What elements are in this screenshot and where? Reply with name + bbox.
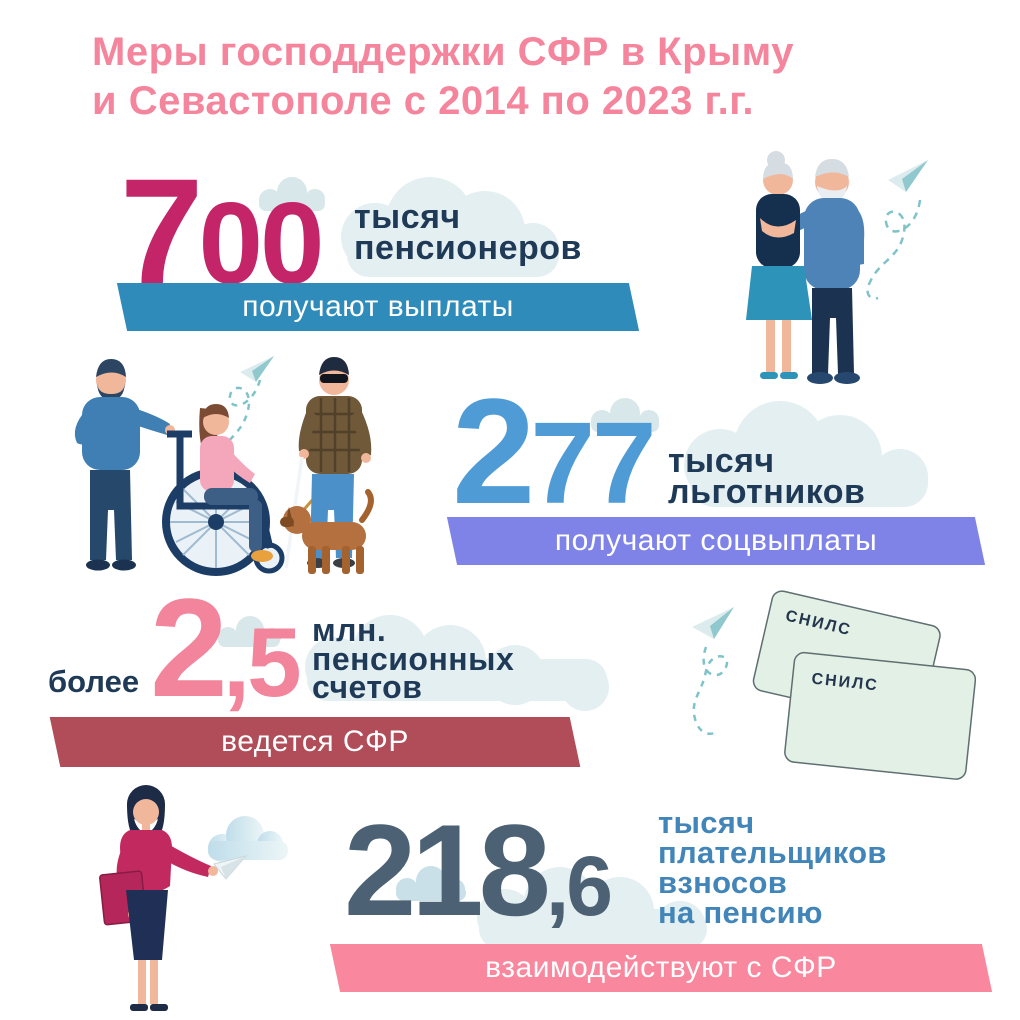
- paper-plane-icon: [213, 855, 248, 880]
- paper-plane-icon: [888, 160, 928, 192]
- businesswoman-illustration: [99, 785, 288, 1011]
- stat-payers-unit: тысяч плательщиков взносов на пенсию: [658, 805, 887, 930]
- stat-pensioners-banner: получают выплаты: [122, 283, 634, 331]
- stat-value-big-digit: 218: [344, 797, 551, 943]
- snils-cards-illustration: СНИЛС СНИЛС: [692, 590, 976, 780]
- paper-plane-icon: [692, 607, 734, 639]
- snils-card-label: СНИЛС: [784, 608, 853, 640]
- folder: [99, 870, 147, 926]
- stat-beneficiaries-value: 2 77: [452, 367, 656, 535]
- stat-beneficiaries-banner: получают соцвыплаты: [452, 517, 980, 565]
- helper-man: [74, 359, 175, 571]
- paper-plane-icon: [240, 356, 274, 382]
- stat-value-small-digits: ,6: [545, 839, 613, 933]
- stat-payers-value: 218,6: [344, 797, 613, 943]
- dashed-trail: [218, 379, 262, 459]
- stat-pensioners-unit: тысяч пенсионеров: [354, 198, 582, 267]
- stat-value-big-digit: 7: [120, 147, 203, 315]
- blind-man-with-guide-dog: [280, 357, 374, 574]
- stat-accounts-unit: млн. пенсионных счетов: [312, 612, 515, 705]
- stat-value-big-digit: 2: [150, 569, 228, 726]
- dashed-trail: [866, 199, 922, 300]
- woman-in-wheelchair: [162, 404, 285, 576]
- stat-value-small-digits: ,5: [222, 607, 302, 717]
- snils-card-back: СНИЛС: [752, 590, 941, 726]
- snils-card-front: СНИЛС: [784, 651, 976, 780]
- page-title: Меры господдержки СФР в Крыму и Севастоп…: [92, 28, 794, 126]
- stat-pensioners-value: 7 00: [120, 147, 324, 315]
- stat-accounts-banner: ведется СФР: [55, 717, 575, 767]
- stat-value-big-digit: 2: [452, 367, 535, 535]
- disabled-people-group-illustration: [74, 356, 374, 576]
- elderly-couple-illustration: [746, 151, 928, 384]
- dashed-trail: [692, 646, 729, 736]
- title-line-2: и Севастополе с 2014 по 2023 г.г.: [92, 79, 755, 123]
- elderly-woman: [746, 151, 812, 379]
- cloud-decoration: [208, 816, 288, 862]
- stat-payers-banner: взаимодействуют с СФР: [335, 944, 987, 992]
- stat-value-small-digits: 77: [530, 398, 656, 528]
- stat-accounts-prefix: более: [48, 664, 140, 699]
- stat-value-small-digits: 00: [198, 178, 324, 308]
- snils-card-label: СНИЛС: [811, 671, 880, 695]
- stat-accounts-value: 2,5: [150, 569, 302, 726]
- businesswoman: [99, 785, 218, 1011]
- elderly-man: [777, 159, 865, 384]
- title-line-1: Меры господдержки СФР в Крыму: [92, 30, 794, 74]
- stat-beneficiaries-unit: тысяч льготников: [668, 442, 866, 511]
